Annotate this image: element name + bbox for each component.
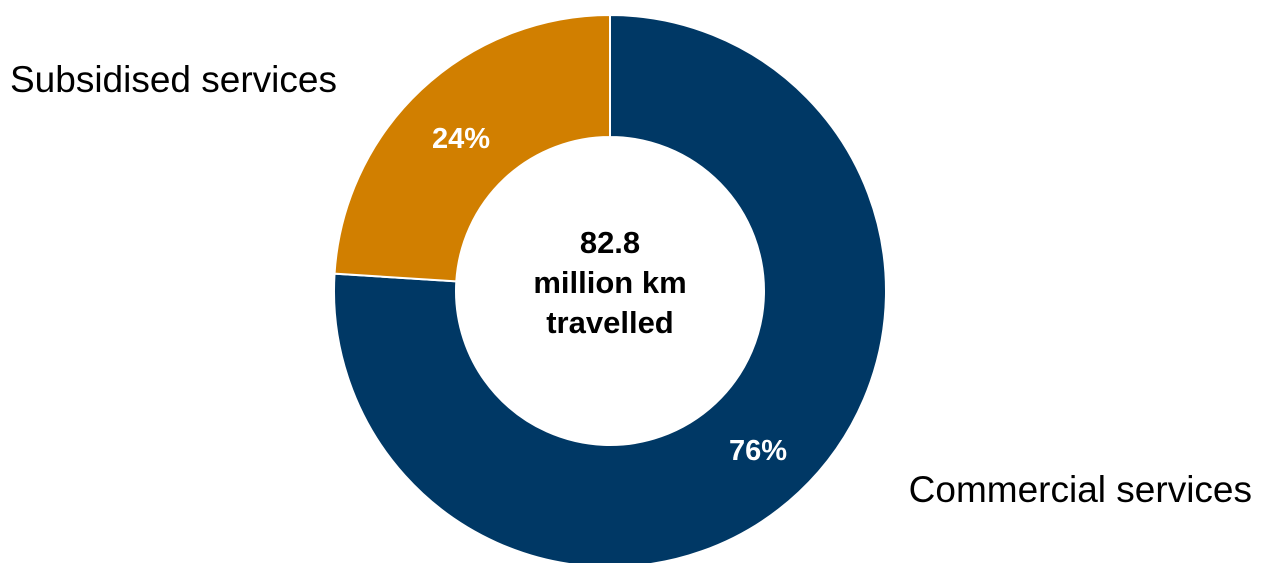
data-label-commercial: 76% [729,435,787,467]
center-caption: travelled [546,305,674,340]
center-value: 82.8 [580,225,640,260]
center-unit: million km [533,265,686,300]
category-label-commercial: Commercial services [909,469,1252,510]
donut-slices [333,13,887,563]
category-label-subsidised: Subsidised services [10,59,337,100]
data-label-subsidised: 24% [432,123,490,155]
slice-commercial [333,13,887,563]
slice-subsidised [333,13,611,283]
